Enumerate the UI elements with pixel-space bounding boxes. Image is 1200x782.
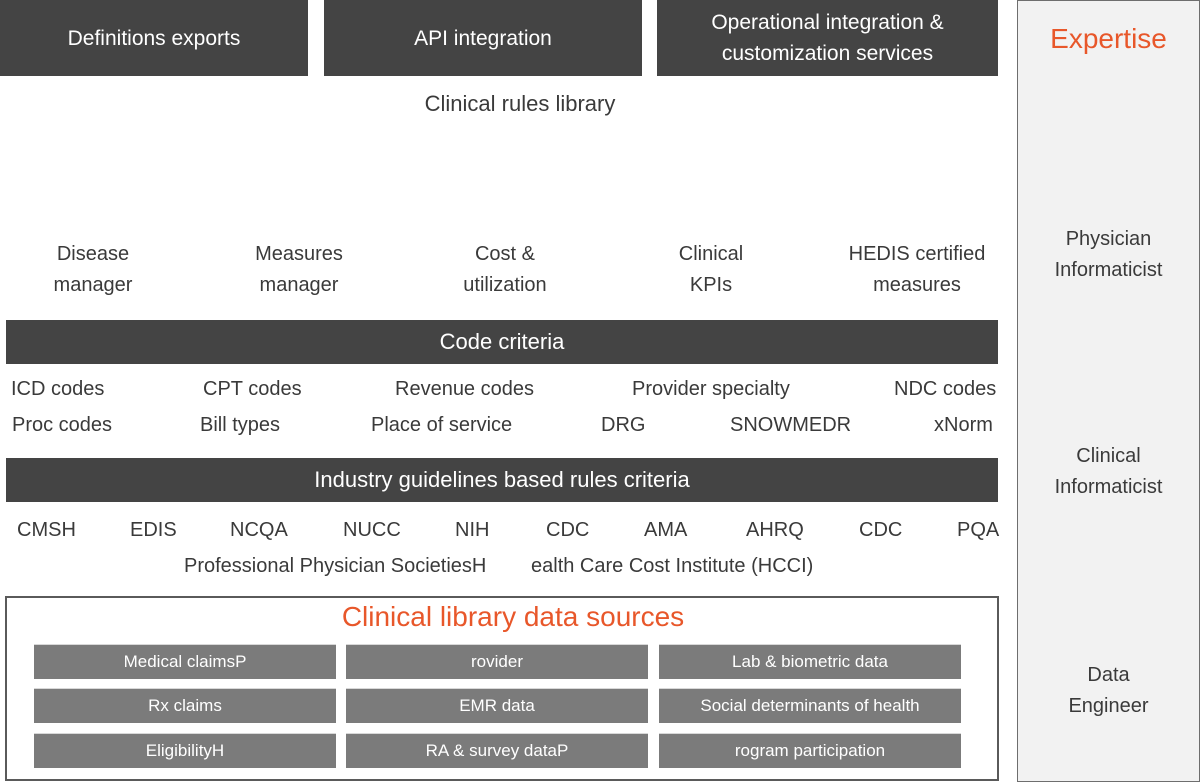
role-physician-informaticist: Physician Informaticist xyxy=(1017,224,1200,286)
module-hedis-measures: HEDIS certified measures xyxy=(832,239,1002,301)
expertise-panel xyxy=(1017,0,1200,782)
role-data-engineer: Data Engineer xyxy=(1017,660,1200,722)
org-ama: AMA xyxy=(644,519,688,541)
code-cpt: CPT codes xyxy=(203,378,302,400)
role-line: Data xyxy=(1087,664,1130,686)
code-xnorm: xNorm xyxy=(934,414,993,436)
role-line: Engineer xyxy=(1068,695,1149,717)
module-line: manager xyxy=(259,274,339,296)
code-criteria-bar: Code criteria xyxy=(6,320,998,364)
module-clinical-kpis: Clinical KPIs xyxy=(631,239,791,301)
code-bill-types: Bill types xyxy=(200,414,281,436)
module-line: HEDIS certified xyxy=(848,243,986,265)
source-cell: Lab & biometric data xyxy=(659,644,961,679)
api-integration-label: API integration xyxy=(414,26,552,50)
module-line: Disease xyxy=(56,243,130,265)
code-ndc: NDC codes xyxy=(894,378,997,400)
code-proc: Proc codes xyxy=(12,414,113,436)
rules-library-title: Clinical rules library xyxy=(424,91,616,116)
org-cmsh: CMSH xyxy=(17,519,76,541)
source-cell: Rx claims xyxy=(34,688,336,723)
expertise-title: Expertise xyxy=(1050,23,1167,54)
org-professional-societies: Professional Physician SocietiesH xyxy=(184,555,487,577)
code-provider-specialty: Provider specialty xyxy=(632,378,790,400)
api-integration-box: API integration xyxy=(324,0,642,76)
code-icd: ICD codes xyxy=(11,378,105,400)
module-cost-utilization: Cost & utilization xyxy=(425,239,585,301)
operational-integration-label: Operational integration & customization … xyxy=(711,11,944,65)
data-sources-title: Clinical library data sources xyxy=(341,601,685,632)
module-line: Cost & xyxy=(474,243,536,265)
code-snowmed: SNOWMEDR xyxy=(730,414,852,436)
org-cdc: CDC xyxy=(546,519,590,541)
source-cell: EMR data xyxy=(346,688,648,723)
org-nucc: NUCC xyxy=(343,519,401,541)
module-measures-manager: Measures manager xyxy=(219,239,379,301)
role-clinical-informaticist: Clinical Informaticist xyxy=(1017,441,1200,503)
source-cell: rovider xyxy=(346,644,648,679)
module-line: measures xyxy=(873,274,961,296)
source-cell: Social determinants of health xyxy=(659,688,961,723)
module-line: Measures xyxy=(255,243,343,265)
org-cdc-2: CDC xyxy=(859,519,903,541)
industry-guidelines-bar: Industry guidelines based rules criteria xyxy=(6,458,998,502)
definitions-exports-box: Definitions exports xyxy=(0,0,308,76)
module-line: utilization xyxy=(463,274,547,296)
code-drg: DRG xyxy=(601,414,646,436)
source-cell: RA & survey dataP xyxy=(346,733,648,768)
org-ncqa: NCQA xyxy=(230,519,288,541)
operational-integration-box: Operational integration & customization … xyxy=(657,0,998,76)
module-line: manager xyxy=(53,274,133,296)
role-line: Informaticist xyxy=(1054,259,1163,281)
role-line: Informaticist xyxy=(1054,476,1163,498)
org-pqa: PQA xyxy=(957,519,1000,541)
org-edis: EDIS xyxy=(130,519,177,541)
source-cell: rogram participation xyxy=(659,733,961,768)
role-line: Physician xyxy=(1065,228,1152,250)
role-line: Clinical xyxy=(1076,445,1141,467)
source-cell: Medical claimsP xyxy=(34,644,336,679)
org-nih: NIH xyxy=(455,519,490,541)
code-criteria-title: Code criteria xyxy=(439,329,565,354)
source-cell: EligibilityH xyxy=(34,733,336,768)
org-hcci: ealth Care Cost Institute (HCCI) xyxy=(531,555,814,577)
module-line: KPIs xyxy=(689,274,733,296)
code-revenue: Revenue codes xyxy=(395,378,534,400)
code-place-of-service: Place of service xyxy=(371,414,513,436)
industry-guidelines-title: Industry guidelines based rules criteria xyxy=(314,467,690,492)
module-line: Clinical xyxy=(678,243,744,265)
org-ahrq: AHRQ xyxy=(746,519,804,541)
module-disease-manager: Disease manager xyxy=(13,239,173,301)
definitions-exports-label: Definitions exports xyxy=(67,26,241,50)
